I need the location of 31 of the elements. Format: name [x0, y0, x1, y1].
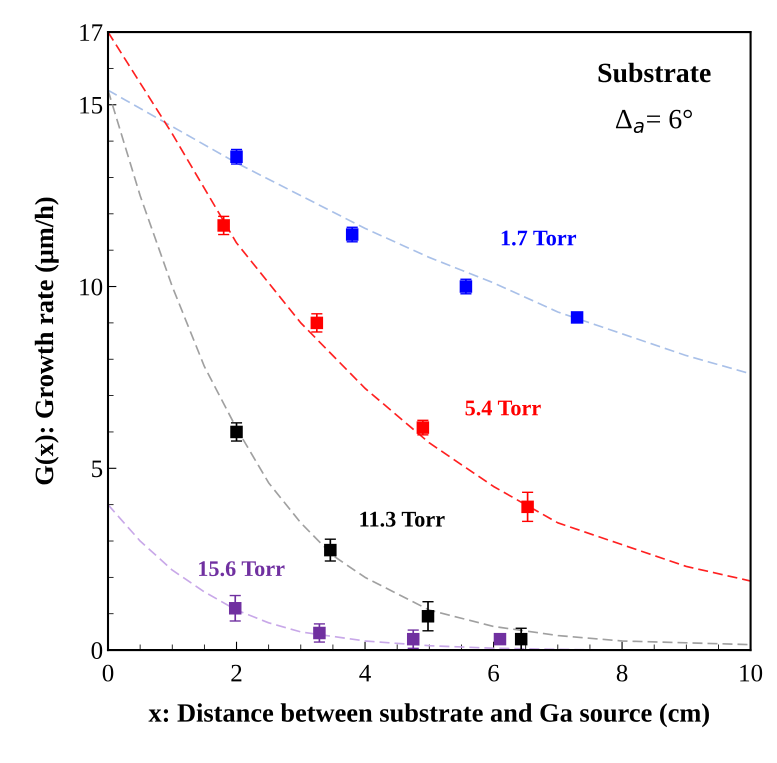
point	[230, 426, 243, 438]
x-tick-label: 4	[359, 664, 371, 682]
point	[313, 626, 326, 640]
x-tick-label: 6	[488, 664, 500, 682]
point	[514, 632, 528, 646]
point	[217, 219, 230, 232]
y-tick-label: 15	[80, 96, 102, 114]
x-tick-label: 2	[231, 664, 242, 682]
annotation: Substrate	[598, 62, 711, 82]
series-label: 5.4 Torr	[466, 400, 541, 416]
point	[422, 610, 434, 623]
text: 1.7 Torr	[502, 230, 576, 246]
x-axis-title: x: Distance between substrate and Ga source (cm)	[148, 703, 709, 728]
y-tick-label: 0	[92, 642, 102, 659]
x-tick-label: 8	[616, 664, 628, 682]
x-tick-label: 10	[740, 664, 762, 682]
point	[406, 632, 420, 646]
y-tick-label: 5	[92, 460, 102, 478]
point	[494, 632, 506, 646]
y-tick-label: 10	[80, 278, 102, 296]
point	[521, 500, 534, 514]
annotation: Δ$_{a}$= 6°	[616, 110, 692, 134]
y-axis-title: G(x): Growth rate (μm/h)	[34, 198, 59, 484]
series-label: 15.6 Torr	[199, 561, 285, 576]
y-tick-label: 17	[80, 24, 102, 41]
point	[228, 602, 242, 615]
point	[310, 316, 324, 330]
x-tick-label: 0	[102, 664, 114, 682]
point	[324, 544, 337, 556]
point	[570, 311, 584, 324]
series-label: 11.3 Torr	[360, 512, 445, 527]
